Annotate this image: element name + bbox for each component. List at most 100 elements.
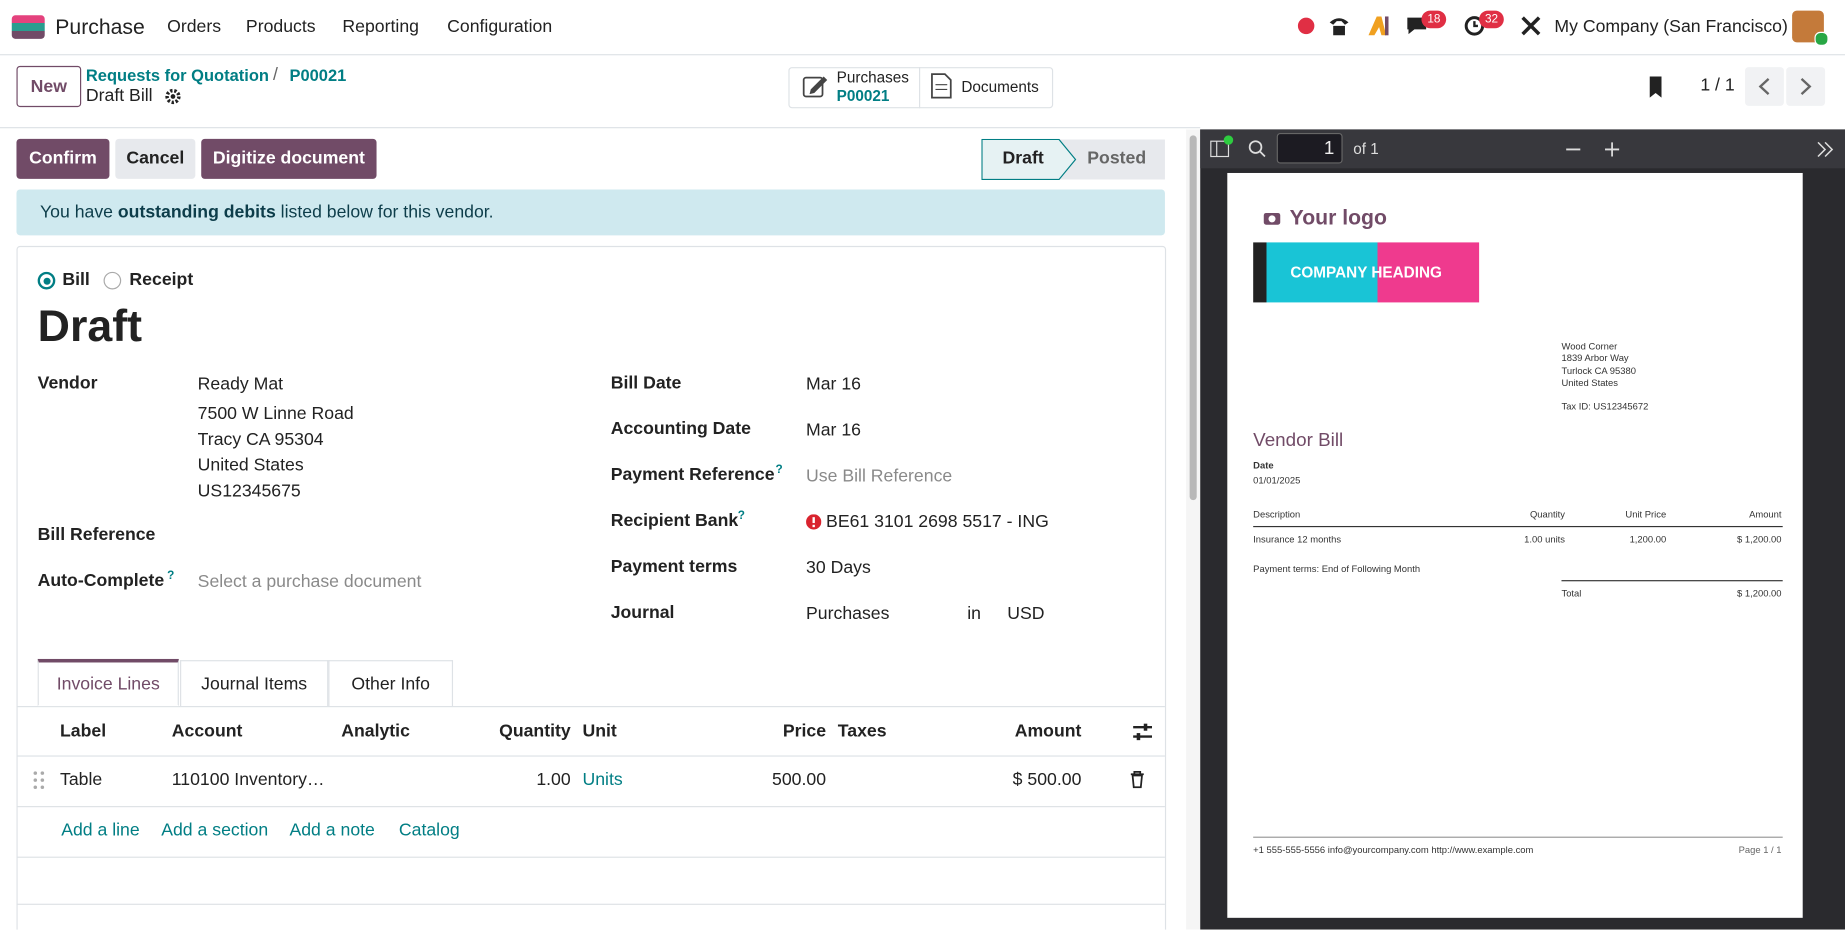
column-header[interactable]: Quantity — [499, 721, 571, 742]
field-label: Payment Reference — [610, 464, 775, 485]
column-header[interactable]: Price — [782, 721, 827, 742]
help[interactable]: ? — [775, 463, 783, 477]
alert — [16, 189, 1165, 236]
breadcrumb[interactable]: P00021 — [289, 65, 347, 85]
purchases-icon[interactable] — [802, 74, 829, 98]
alert-text: listed below for this vendor. — [280, 202, 494, 223]
pdf-cell: $ 1,200.00 — [1737, 534, 1782, 545]
field-value[interactable]: USD — [1007, 603, 1045, 624]
add-link[interactable]: Catalog — [398, 820, 460, 841]
field-value[interactable]: Purchases — [806, 603, 890, 624]
cell[interactable]: $ 500.00 — [1012, 769, 1082, 790]
add-link[interactable]: Add a note — [289, 820, 375, 841]
breadcrumb[interactable]: Requests for Quotation — [85, 65, 269, 85]
help[interactable]: ? — [167, 569, 175, 583]
scrollbar[interactable] — [1186, 129, 1201, 930]
pdf-toolbar-icons[interactable] — [1210, 134, 1845, 165]
pdf-page-input[interactable]: 1 — [1276, 132, 1343, 164]
alert-text: You have — [40, 202, 113, 223]
delete-icon[interactable] — [1130, 771, 1145, 789]
app-name[interactable]: Purchase — [55, 15, 145, 39]
drag-handle[interactable] — [33, 771, 45, 790]
tab-active[interactable]: Invoice Lines — [37, 658, 179, 707]
divider — [919, 67, 921, 109]
placeholder[interactable]: Use Bill Reference — [806, 465, 953, 486]
field-label: Vendor — [37, 373, 98, 394]
row-line — [16, 806, 1165, 808]
field-value[interactable]: 30 Days — [806, 557, 871, 578]
field-label: Bill Date — [610, 373, 682, 394]
company-switcher[interactable]: My Company (San Francisco) — [1554, 16, 1788, 37]
pdf-text: $ 1,200.00 — [1737, 588, 1782, 599]
field-label: Recipient Bank — [610, 510, 739, 531]
tools-icon[interactable] — [1520, 15, 1541, 36]
pdf-title: Vendor Bill — [1253, 430, 1344, 451]
tab[interactable]: Journal Items — [180, 660, 329, 707]
menu-item[interactable]: Configuration — [447, 16, 553, 37]
pdf-banner — [1253, 242, 1480, 303]
smart-button-label[interactable]: Documents — [961, 77, 1039, 96]
new-button[interactable]: New — [16, 65, 82, 108]
pdf-header: Amount — [1749, 509, 1782, 521]
placeholder[interactable]: Select a purchase document — [197, 571, 422, 592]
status-dot[interactable] — [1297, 17, 1315, 35]
radio-label[interactable]: Receipt — [129, 269, 194, 290]
smart-button-value[interactable]: P00021 — [836, 87, 890, 105]
column-header[interactable]: Unit — [582, 721, 617, 742]
cell[interactable]: Table — [60, 769, 103, 790]
pdf-header: Unit Price — [1625, 509, 1667, 521]
documents-icon[interactable] — [931, 73, 952, 99]
next-button[interactable] — [1786, 67, 1826, 106]
smart-buttons — [788, 67, 1054, 109]
field-value: United States — [197, 455, 304, 476]
menu-item[interactable]: Products — [245, 16, 316, 37]
pdf-page-count: of 1 — [1353, 140, 1379, 158]
column-header[interactable]: Amount — [1014, 721, 1082, 742]
tab[interactable]: Other Info — [328, 660, 454, 707]
cell[interactable]: 110100 Inventory… — [171, 769, 325, 790]
pdf-text: 1839 Arbor Way — [1561, 353, 1629, 364]
cancel-button[interactable]: Cancel — [115, 138, 196, 179]
menu-item[interactable]: Orders — [167, 16, 222, 37]
pdf-text: Tax ID: US12345672 — [1561, 401, 1649, 412]
form-sheet — [16, 245, 1167, 930]
smart-button-label[interactable]: Purchases — [836, 68, 909, 86]
field-value[interactable]: Ready Mat — [197, 374, 284, 395]
ai-icon[interactable] — [1367, 14, 1391, 38]
gear-icon[interactable] — [165, 88, 181, 105]
digitize-button[interactable]: Digitize document — [201, 138, 377, 179]
column-header[interactable]: Label — [60, 721, 107, 742]
pdf-banner-text: COMPANY HEADING — [1290, 263, 1442, 282]
field-value: Tracy CA 95304 — [197, 429, 324, 450]
radio-label[interactable]: Bill — [62, 269, 90, 290]
cell[interactable]: 500.00 — [772, 769, 827, 790]
confirm-button[interactable]: Confirm — [16, 138, 110, 179]
help[interactable]: ? — [737, 509, 745, 523]
bookmark-icon[interactable] — [1646, 75, 1662, 99]
cell[interactable]: 1.00 — [536, 769, 571, 790]
radio[interactable] — [103, 271, 122, 290]
column-header[interactable]: Analytic — [341, 721, 410, 742]
app-icon[interactable] — [11, 15, 45, 39]
pdf-text: Payment terms: End of Following Month — [1253, 563, 1421, 575]
field-label: Bill Reference — [37, 524, 156, 545]
cell[interactable]: Units — [582, 769, 623, 790]
add-link[interactable]: Add a line — [61, 820, 140, 841]
field-value[interactable]: BE61 3101 2698 5517 - ING — [826, 511, 1049, 532]
add-link[interactable]: Add a section — [161, 820, 269, 841]
column-settings[interactable] — [1132, 722, 1153, 741]
pdf-text: United States — [1561, 377, 1618, 389]
menu-item[interactable]: Reporting — [342, 16, 419, 37]
field-label: Auto-Complete — [37, 570, 165, 591]
column-header[interactable]: Taxes — [837, 721, 887, 742]
status[interactable]: Posted — [1087, 148, 1147, 169]
prev-button[interactable] — [1745, 67, 1784, 106]
field-value[interactable]: Mar 16 — [806, 374, 861, 395]
field-value[interactable]: Mar 16 — [806, 420, 861, 441]
current-record: Draft Bill — [85, 85, 153, 106]
column-header[interactable]: Account — [171, 721, 243, 742]
row-line — [16, 755, 1165, 757]
radio-checked[interactable] — [37, 271, 56, 290]
phone-icon[interactable] — [1327, 14, 1351, 38]
